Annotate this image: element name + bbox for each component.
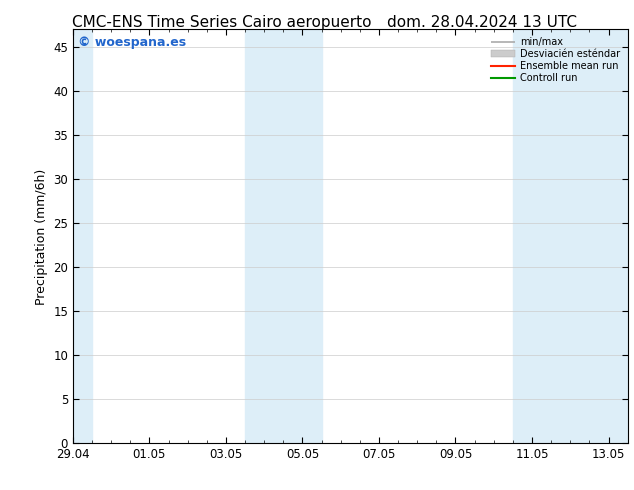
Bar — [513, 29, 628, 443]
Bar — [54, 29, 92, 443]
Legend: min/max, Desviacién esténdar, Ensemble mean run, Controll run: min/max, Desviacién esténdar, Ensemble m… — [488, 34, 623, 86]
Bar — [245, 29, 321, 443]
Text: dom. 28.04.2024 13 UTC: dom. 28.04.2024 13 UTC — [387, 15, 577, 30]
Y-axis label: Precipitation (mm/6h): Precipitation (mm/6h) — [35, 168, 48, 305]
Text: © woespana.es: © woespana.es — [79, 36, 186, 49]
Text: CMC-ENS Time Series Cairo aeropuerto: CMC-ENS Time Series Cairo aeropuerto — [72, 15, 372, 30]
